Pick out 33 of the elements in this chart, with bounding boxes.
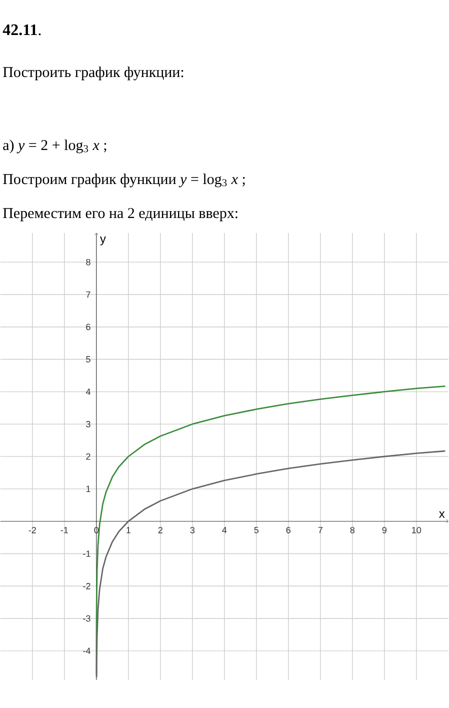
y-axis-title: y [100, 236, 106, 246]
x-tick-label: 10 [412, 526, 421, 534]
y-tick-label: 1 [86, 486, 90, 492]
y-tick-label: -3 [82, 615, 90, 622]
x-tick-label: 8 [350, 526, 354, 534]
x-tick-label: 9 [382, 526, 386, 534]
text: Построим график функции y = log$_{3}$ x ; [2, 174, 245, 188]
y-tick-label: 7 [86, 291, 90, 298]
line-series [96, 386, 446, 676]
x-axis-title: x [438, 511, 445, 518]
y-tick-label: 5 [86, 356, 90, 362]
y-tick-label: 2 [86, 453, 90, 460]
x-tick-label: 5 [254, 526, 258, 534]
line-series [96, 450, 446, 678]
y-tick-label: -4 [82, 648, 90, 654]
y-tick-label: 6 [86, 324, 90, 330]
y-tick-label: 8 [86, 258, 90, 266]
x-tick-label: -2 [28, 526, 36, 534]
x-tick-label: 4 [222, 526, 226, 534]
x-tick-label: 3 [190, 526, 194, 534]
chart-subtitle: Построить график функции: [2, 66, 183, 80]
x-tick-label: -1 [60, 526, 68, 534]
chart-title: 42.11. [2, 24, 40, 36]
x-tick-label: 7 [318, 526, 322, 534]
y-tick-label: 3 [86, 420, 90, 428]
text: Переместим его на 2 единицы вверх: [2, 208, 238, 222]
y-tick-label: 4 [86, 388, 90, 395]
x-tick-label: 6 [286, 526, 290, 534]
y-tick-label: -1 [82, 550, 90, 557]
x-tick-label: 2 [158, 526, 162, 534]
text: а) y = 2 + log$_{3}$ x ; [2, 140, 106, 154]
y-tick-label: -2 [82, 582, 90, 590]
x-tick-label: 1 [126, 526, 130, 534]
